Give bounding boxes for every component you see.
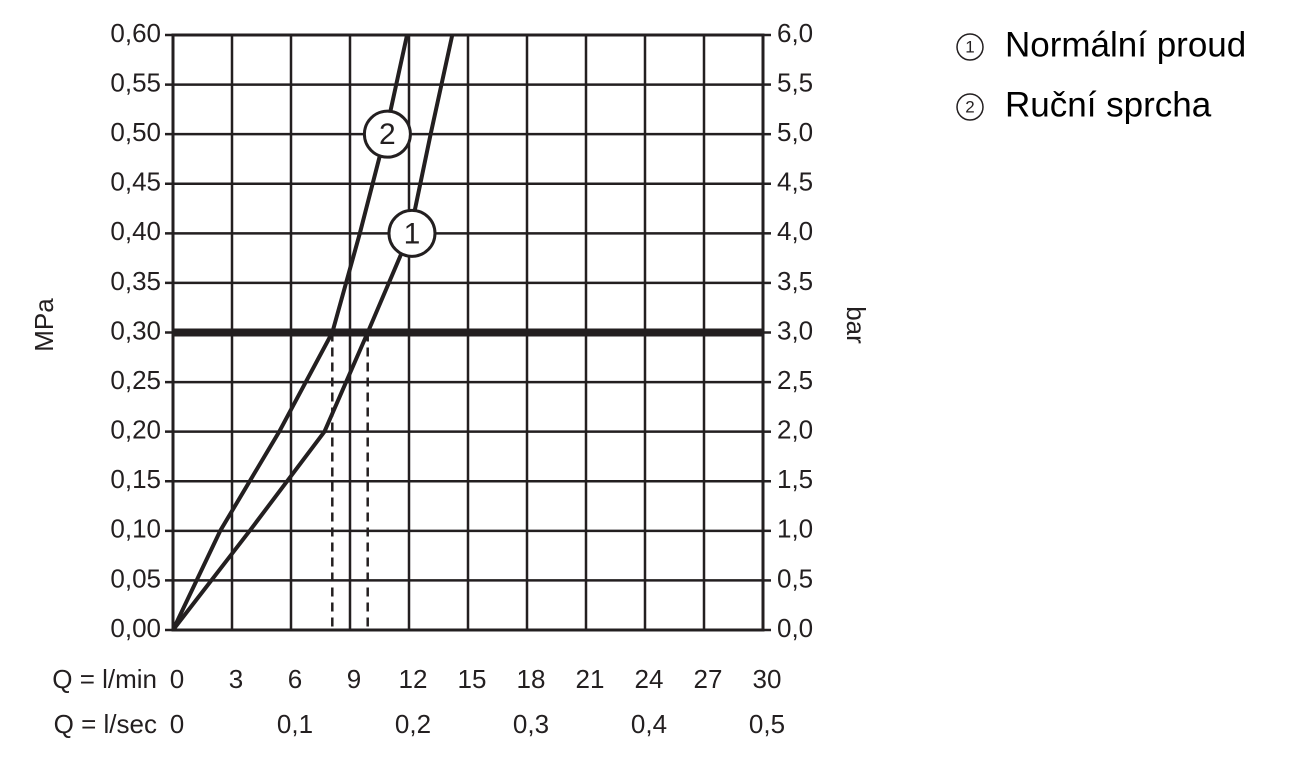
x-tick-label: 15: [458, 664, 487, 694]
legend-marker-label: 2: [965, 97, 974, 116]
x2-tick-label: 0,2: [395, 709, 431, 739]
y-tick-label: 0,40: [110, 216, 161, 246]
y-tick-label: 0,55: [110, 67, 161, 97]
x2-tick-label: 0,5: [749, 709, 785, 739]
y-tick-label: 0,20: [110, 415, 161, 445]
x2-axis-label: Q = l/sec: [54, 709, 157, 739]
x-tick-label: 18: [517, 664, 546, 694]
y2-axis-label: bar: [841, 306, 871, 344]
x2-tick-label: 0,3: [513, 709, 549, 739]
y-tick-label: 0,60: [110, 18, 161, 48]
x-tick-label: 0: [170, 664, 184, 694]
legend-label: Ruční sprcha: [1005, 85, 1212, 124]
y2-tick-label: 5,5: [777, 67, 813, 97]
y2-tick-label: 4,0: [777, 216, 813, 246]
x2-tick-label: 0,4: [631, 709, 667, 739]
y2-tick-label: 2,0: [777, 415, 813, 445]
y-tick-label: 0,35: [110, 266, 161, 296]
y-axis-label: MPa: [29, 298, 59, 352]
y2-tick-label: 5,0: [777, 117, 813, 147]
curve-label: 1: [404, 217, 421, 250]
y2-tick-label: 3,0: [777, 315, 813, 345]
x-tick-label: 9: [347, 664, 361, 694]
y2-tick-label: 2,5: [777, 365, 813, 395]
legend-label: Normální proud: [1005, 25, 1246, 64]
x-tick-label: 6: [288, 664, 302, 694]
legend-marker: [956, 93, 984, 121]
y2-tick-label: 1,5: [777, 464, 813, 494]
x-tick-label: 12: [399, 664, 428, 694]
legend-marker-label: 1: [965, 37, 974, 56]
y-tick-label: 0,00: [110, 613, 161, 643]
x-tick-label: 24: [635, 664, 664, 694]
y2-tick-label: 6,0: [777, 18, 813, 48]
curve-label: 2: [379, 118, 396, 151]
x-tick-label: 21: [576, 664, 605, 694]
x-tick-label: 3: [229, 664, 243, 694]
x-tick-label: 30: [753, 664, 782, 694]
y2-tick-label: 0,0: [777, 613, 813, 643]
y-tick-label: 0,45: [110, 167, 161, 197]
y2-tick-label: 4,5: [777, 167, 813, 197]
y2-tick-label: 3,5: [777, 266, 813, 296]
y-tick-label: 0,30: [110, 315, 161, 345]
y-tick-label: 0,05: [110, 563, 161, 593]
x-tick-label: 27: [694, 664, 723, 694]
x2-tick-label: 0,1: [277, 709, 313, 739]
y-tick-label: 0,15: [110, 464, 161, 494]
curve-label-circle: [362, 109, 412, 159]
x-axis-label: Q = l/min: [52, 664, 157, 694]
y-tick-label: 0,50: [110, 117, 161, 147]
legend-marker: [956, 33, 984, 61]
y-tick-label: 0,10: [110, 514, 161, 544]
y2-tick-label: 1,0: [777, 514, 813, 544]
x2-tick-label: 0: [170, 709, 184, 739]
curve-label-circle: [387, 208, 437, 258]
y-tick-label: 0,25: [110, 365, 161, 395]
y2-tick-label: 0,5: [777, 563, 813, 593]
